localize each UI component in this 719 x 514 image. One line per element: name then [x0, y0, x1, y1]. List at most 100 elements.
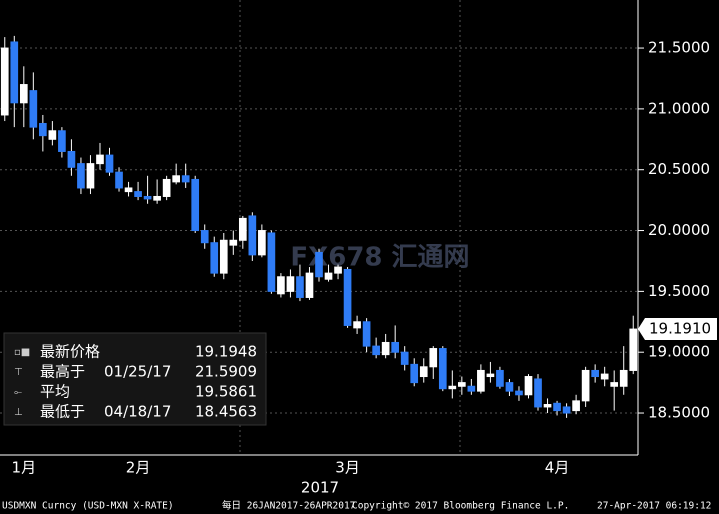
candle-body — [419, 366, 428, 378]
stats-value: 18.4563 — [195, 403, 257, 421]
stats-value: 21.5909 — [195, 363, 257, 381]
candle-body — [334, 266, 342, 274]
candle-body — [381, 341, 390, 356]
footer-period: 每日 26JAN2017-26APR2017 — [222, 500, 355, 512]
candle-body — [572, 400, 580, 412]
candle-body — [105, 154, 114, 173]
stats-icon: ▫■ — [14, 347, 30, 358]
candle-body — [181, 175, 190, 183]
candle-body — [305, 272, 314, 298]
candle-body — [610, 382, 619, 387]
candle-body — [429, 348, 438, 368]
candle-body — [591, 369, 599, 378]
candle-body — [543, 404, 552, 408]
candle-body — [296, 276, 304, 298]
candle-body — [48, 130, 57, 140]
stats-label: 最新价格 — [40, 343, 100, 361]
footer-copyright: Copyright© 2017 Bloomberg Finance L.P. — [352, 501, 569, 512]
candle-body — [400, 351, 409, 365]
candle-body — [600, 373, 609, 380]
candle-body — [505, 382, 514, 392]
y-tick-label: 20.5000 — [648, 160, 710, 178]
candle-body — [96, 154, 104, 165]
candle-body — [134, 191, 142, 197]
y-tick-label: 19.5000 — [648, 282, 710, 300]
footer-timestamp: 27-Apr-2017 06:19:12 — [597, 501, 711, 512]
candle-body — [553, 402, 561, 412]
candle-body — [258, 230, 266, 256]
x-tick-label: 3月 — [335, 459, 360, 477]
candle-body — [477, 369, 485, 392]
candle-body — [410, 363, 419, 384]
x-tick-label: 1月 — [12, 459, 37, 477]
candles — [0, 35, 638, 418]
candle-body — [153, 195, 161, 201]
candle-body — [324, 272, 333, 280]
footer: USDMXN Curncy (USD-MXN X-RATE) 每日 26JAN20… — [2, 500, 711, 512]
candle-body — [86, 163, 95, 189]
candle-body — [277, 276, 285, 295]
candle-body — [67, 150, 76, 168]
candle-body — [0, 47, 9, 116]
candle-body — [238, 217, 247, 241]
ticks: 18.5000 19.0000 19.5000 20.0000 20.5000 21.00… — [12, 39, 717, 477]
candle-body — [10, 41, 19, 104]
candle-body — [143, 195, 152, 200]
candle-body — [562, 406, 571, 414]
candle-body — [438, 348, 447, 390]
stats-value: 19.1948 — [195, 343, 257, 361]
y-tick-label: 20.0000 — [648, 221, 710, 239]
candle-body — [486, 373, 495, 378]
last-price-tag — [638, 317, 717, 340]
candle-body — [467, 385, 476, 392]
last-price-label: 19.1910 — [649, 319, 711, 337]
y-tick-label: 21.5000 — [648, 39, 710, 57]
candle-body — [619, 369, 628, 387]
candle-body — [162, 178, 171, 197]
stats-value: 19.5861 — [195, 383, 257, 401]
candle-body — [115, 171, 123, 189]
candle-body — [229, 239, 238, 246]
candle-body — [29, 90, 38, 128]
candle-body — [353, 321, 361, 329]
candle-body — [124, 187, 133, 193]
candle-body — [629, 328, 638, 371]
candle-body — [58, 130, 66, 152]
y-tick-label: 21.0000 — [648, 99, 710, 117]
stats-date: 01/25/17 — [104, 363, 171, 381]
candle-body — [77, 163, 85, 189]
footer-ticker: USDMXN Curncy (USD-MXN X-RATE) — [2, 501, 174, 512]
x-axis-label: 2017 — [301, 479, 339, 497]
candle-body — [534, 378, 542, 408]
stats-label: 最低于 — [40, 403, 85, 421]
stats-box — [3, 332, 267, 426]
candle-body — [200, 230, 209, 244]
candle-body — [267, 232, 276, 292]
candle-body — [191, 178, 200, 232]
candle-body — [219, 239, 228, 274]
candle-body — [372, 345, 380, 356]
stats-label: 平均 — [40, 383, 70, 401]
candle-body — [248, 215, 257, 256]
candle-body — [496, 369, 504, 387]
stats-icon: ⊥ — [14, 407, 23, 418]
x-tick-label: 2月 — [126, 459, 151, 477]
y-tick-label: 19.0000 — [648, 343, 710, 361]
candle-body — [315, 251, 323, 278]
candle-body — [581, 369, 590, 402]
candle-body — [286, 276, 295, 292]
candle-body — [362, 321, 371, 347]
candle-body — [448, 385, 457, 390]
candle-body — [39, 122, 47, 137]
stats-icon: ⟜ — [14, 387, 22, 398]
candle-body — [458, 382, 466, 387]
candle-body — [210, 242, 219, 274]
stats-icon: ⊤ — [14, 367, 23, 378]
stats-date: 04/18/17 — [104, 403, 171, 421]
candle-body — [524, 376, 533, 396]
y-tick-label: 18.5000 — [648, 404, 710, 422]
candle-body — [19, 84, 28, 104]
candle-body — [172, 175, 180, 183]
